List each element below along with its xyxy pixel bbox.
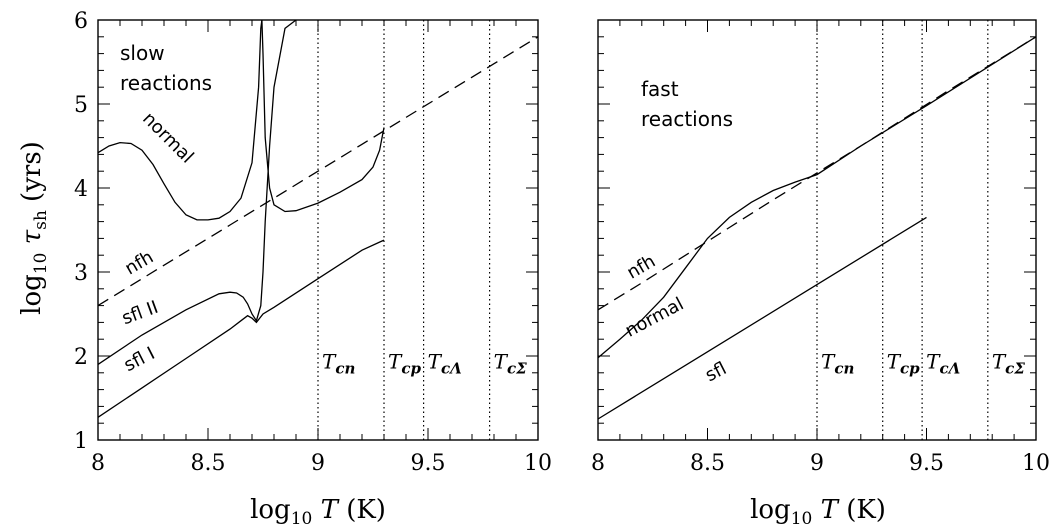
series-label: sfl — [702, 358, 730, 386]
x-tick-label: 8.5 — [690, 451, 725, 476]
x-tick-label: 9 — [311, 451, 325, 476]
critical-temperature-label: Tcp — [887, 350, 920, 378]
series-line-nfh — [97, 36, 539, 307]
series-line-sfl — [597, 216, 927, 420]
panel-annotation: reactions — [641, 107, 733, 131]
y-tick-label: 3 — [74, 261, 88, 286]
series-line-nfh — [597, 36, 1037, 311]
panel-annotation: fast — [641, 77, 679, 101]
critical-temperature-label: TcΣ — [992, 350, 1025, 378]
svg-text:log10 T (K): log10 T (K) — [750, 495, 886, 525]
y-tick-label: 2 — [74, 345, 88, 370]
x-tick-label: 10 — [524, 451, 552, 476]
series-label: sfl II — [119, 297, 161, 329]
series-label: nfh — [121, 247, 157, 280]
series-label: normal — [138, 108, 197, 167]
y-tick-label: 6 — [74, 9, 88, 34]
series-line-normal — [97, 19, 263, 221]
left-panel: 8 8.5 9 9.5 10 1 2 3 4 5 6 Tcn Tcp TcΛ TcΣ nfh normal sfl… — [74, 9, 552, 476]
y-tick-label: 1 — [74, 429, 88, 454]
series-label: nfh — [623, 251, 659, 284]
svg-text:log10 τsh (yrs): log10 τsh (yrs) — [17, 141, 51, 315]
series-line-branch — [261, 19, 385, 213]
x-tick-label: 9 — [810, 451, 824, 476]
x-tick-label: 8 — [91, 451, 105, 476]
x-tick-label: 10 — [1022, 451, 1050, 476]
x-tick-label: 8.5 — [191, 451, 226, 476]
critical-temperature-label: Tcp — [388, 350, 421, 378]
x-axis-title-right: log10 T (K) — [750, 495, 886, 525]
series-line-sfl-I — [97, 239, 385, 418]
y-axis-title: log10 τsh (yrs) — [17, 141, 51, 315]
x-tick-label: 9.5 — [411, 451, 446, 476]
critical-temperature-label: Tcn — [322, 350, 355, 378]
panel-annotation: slow — [120, 41, 165, 65]
right-panel: 8 8.5 9 9.5 10 Tcn Tcp TcΛ TcΣ nfh normal sfl fast re… — [591, 19, 1050, 476]
series-label: sfl I — [121, 343, 159, 376]
series-line-normal — [597, 36, 1037, 359]
x-tick-label: 9.5 — [909, 451, 944, 476]
series-label: normal — [622, 293, 688, 341]
critical-temperature-label: TcΣ — [494, 350, 527, 378]
y-tick-label: 4 — [74, 177, 88, 202]
svg-text:log10 T (K): log10 T (K) — [250, 495, 386, 525]
x-axis-title-left: log10 T (K) — [250, 495, 386, 525]
panel-annotation: reactions — [120, 71, 212, 95]
y-tick-label: 5 — [74, 93, 88, 118]
series-line-sfl-II — [97, 19, 297, 365]
x-tick-label: 8 — [591, 451, 605, 476]
critical-temperature-label: TcΛ — [428, 350, 462, 378]
critical-temperature-label: TcΛ — [926, 350, 960, 378]
critical-temperature-label: Tcn — [821, 350, 854, 378]
